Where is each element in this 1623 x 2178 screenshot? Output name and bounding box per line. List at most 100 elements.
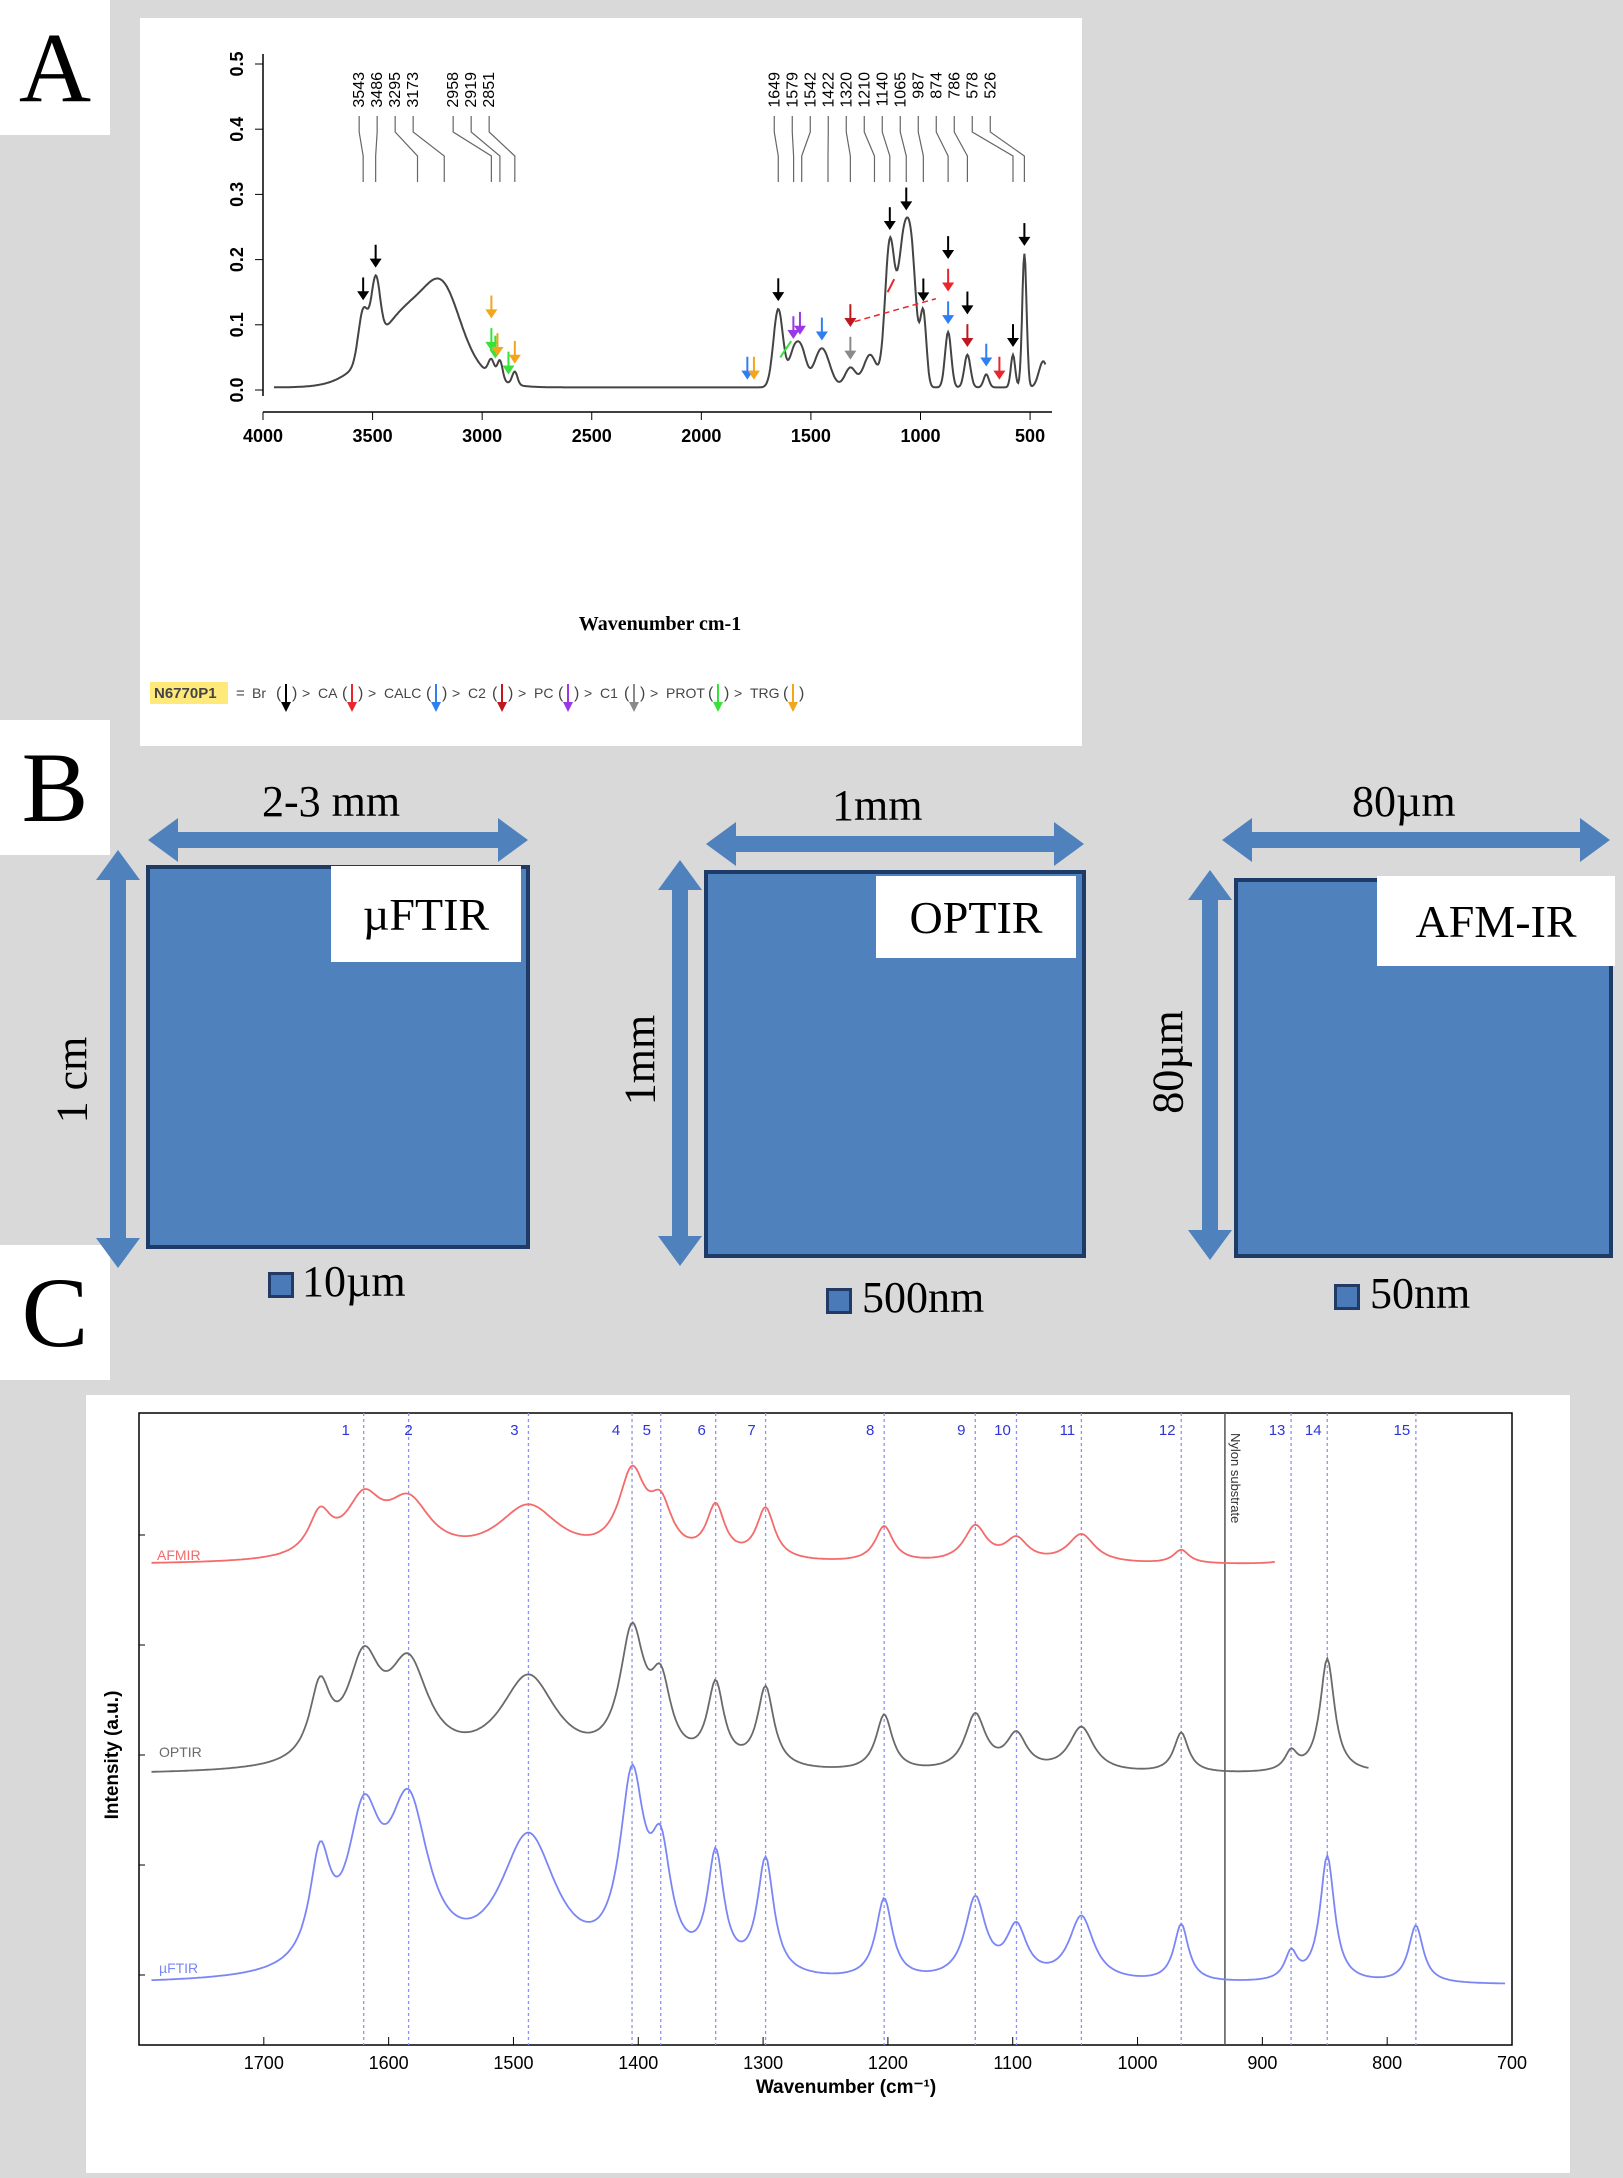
a-legend-paren: ( bbox=[426, 685, 432, 702]
a-peak-label: 987 bbox=[910, 72, 927, 99]
a-peak-label: 1649 bbox=[766, 72, 783, 108]
a-legend-paren: ) bbox=[292, 685, 297, 702]
a-legend-arrowhead bbox=[629, 702, 639, 712]
c-band-label: 10 bbox=[994, 1422, 1011, 1439]
a-marker-arrowhead bbox=[1018, 237, 1030, 246]
a-x-tick-label: 3500 bbox=[353, 426, 393, 446]
ir-spectrum-line bbox=[274, 218, 1045, 388]
c-x-tick-label: 1100 bbox=[993, 2053, 1032, 2073]
a-legend-item: PROT bbox=[666, 685, 705, 701]
a-marker-arrowhead bbox=[844, 351, 856, 360]
a-peak-leader bbox=[954, 116, 967, 182]
a-peak-leader bbox=[918, 116, 923, 182]
afmir-width-label: 80µm bbox=[1352, 776, 1456, 827]
c-x-tick-label: 1200 bbox=[868, 2053, 908, 2073]
c-x-axis-label: Wavenumber (cm⁻¹) bbox=[756, 2077, 936, 2098]
a-y-tick-label: 0.3 bbox=[227, 182, 247, 207]
c-y-axis-label: Intensity (a.u.) bbox=[102, 1691, 123, 1820]
c-series-label: µFTIR bbox=[159, 1960, 198, 1976]
c-band-label: 13 bbox=[1269, 1422, 1286, 1439]
uftir-resolution-label: 10µm bbox=[302, 1256, 406, 1307]
a-legend-gt: > bbox=[302, 685, 310, 701]
c-substrate-label: Nylon substrate bbox=[1228, 1433, 1243, 1523]
a-legend-item: CA bbox=[318, 685, 338, 701]
a-marker-arrowhead bbox=[357, 291, 369, 300]
c-band-label: 15 bbox=[1394, 1422, 1411, 1439]
a-peak-label: 3295 bbox=[387, 72, 404, 108]
a-marker-arrowhead bbox=[844, 318, 856, 327]
c-plot-frame bbox=[139, 1413, 1512, 2045]
a-legend-paren: ( bbox=[624, 685, 630, 702]
a-marker-arrowhead bbox=[370, 259, 382, 268]
a-peak-leader bbox=[774, 116, 778, 182]
a-y-tick-label: 0.4 bbox=[227, 117, 247, 142]
a-peak-leader bbox=[802, 116, 811, 182]
a-peak-label: 1320 bbox=[838, 72, 855, 108]
afmir-resolution-label: 50nm bbox=[1370, 1268, 1470, 1319]
c-x-tick-label: 1700 bbox=[244, 2053, 284, 2073]
a-x-tick-label: 4000 bbox=[243, 426, 283, 446]
a-marker-arrowhead bbox=[816, 331, 828, 340]
a-legend-gt: > bbox=[584, 685, 592, 701]
a-x-axis-label: Wavenumber cm-1 bbox=[579, 613, 741, 635]
a-peak-label: 1065 bbox=[892, 72, 909, 108]
a-legend-paren: ) bbox=[508, 685, 513, 702]
optir-height-label: 1mm bbox=[615, 1015, 666, 1105]
a-peak-leader bbox=[990, 116, 1024, 182]
a-marker-arrowhead bbox=[961, 338, 973, 347]
c-band-label: 7 bbox=[747, 1422, 755, 1439]
a-diagonal-arrow bbox=[888, 279, 895, 292]
a-legend-paren: ( bbox=[708, 685, 714, 702]
a-legend-paren: ( bbox=[276, 685, 282, 702]
uftir-technique-label: µFTIR bbox=[331, 866, 521, 962]
a-legend-item: CALC bbox=[384, 685, 421, 701]
c-band-label: 1 bbox=[342, 1422, 350, 1439]
c-x-tick-label: 1400 bbox=[618, 2053, 658, 2073]
a-peak-label: 1542 bbox=[802, 72, 819, 108]
c-band-label: 9 bbox=[957, 1422, 965, 1439]
a-marker-arrowhead bbox=[1007, 338, 1019, 347]
a-peak-label: 2851 bbox=[481, 72, 498, 108]
a-marker-arrowhead bbox=[485, 309, 497, 318]
a-peak-label: 1579 bbox=[784, 72, 801, 108]
c-x-tick-label: 1300 bbox=[743, 2053, 783, 2073]
c-band-label: 3 bbox=[510, 1422, 518, 1439]
a-peak-label: 3543 bbox=[351, 72, 368, 108]
c-band-label: 11 bbox=[1060, 1422, 1076, 1439]
a-legend-arrowhead bbox=[431, 702, 441, 712]
a-legend-item: TRG bbox=[750, 685, 780, 701]
a-marker-arrowhead bbox=[942, 283, 954, 292]
a-legend-arrowhead bbox=[281, 702, 291, 712]
a-peak-leader bbox=[395, 116, 417, 182]
a-marker-arrowhead bbox=[942, 315, 954, 324]
a-legend-item: C1 bbox=[600, 685, 618, 701]
a-marker-arrowhead bbox=[900, 201, 912, 210]
a-legend-arrowhead bbox=[563, 702, 573, 712]
a-peak-label: 786 bbox=[946, 72, 963, 99]
uftir-width-label: 2-3 mm bbox=[262, 776, 400, 827]
a-legend-item: PC bbox=[534, 685, 553, 701]
a-peak-leader bbox=[376, 116, 378, 182]
a-peak-leader bbox=[972, 116, 1013, 182]
c-x-tick-label: 1000 bbox=[1118, 2053, 1158, 2073]
a-marker-arrowhead bbox=[884, 221, 896, 230]
a-x-tick-label: 2000 bbox=[681, 426, 721, 446]
a-marker-arrowhead bbox=[509, 355, 521, 364]
a-legend-gt: > bbox=[650, 685, 658, 701]
c-x-tick-label: 900 bbox=[1247, 2053, 1277, 2073]
a-peak-label: 1210 bbox=[856, 72, 873, 108]
a-legend-gt: > bbox=[368, 685, 376, 701]
a-peak-leader bbox=[864, 116, 874, 182]
optir-technique-label: OPTIR bbox=[876, 876, 1076, 958]
a-marker-arrowhead bbox=[787, 330, 799, 339]
a-peak-leader bbox=[936, 116, 948, 182]
a-peak-label: 3173 bbox=[405, 72, 422, 108]
a-y-tick-label: 0.1 bbox=[227, 312, 247, 337]
a-legend-gt: > bbox=[518, 685, 526, 701]
a-legend-sample: N6770P1 bbox=[154, 685, 217, 702]
a-legend-paren: ) bbox=[640, 685, 645, 702]
